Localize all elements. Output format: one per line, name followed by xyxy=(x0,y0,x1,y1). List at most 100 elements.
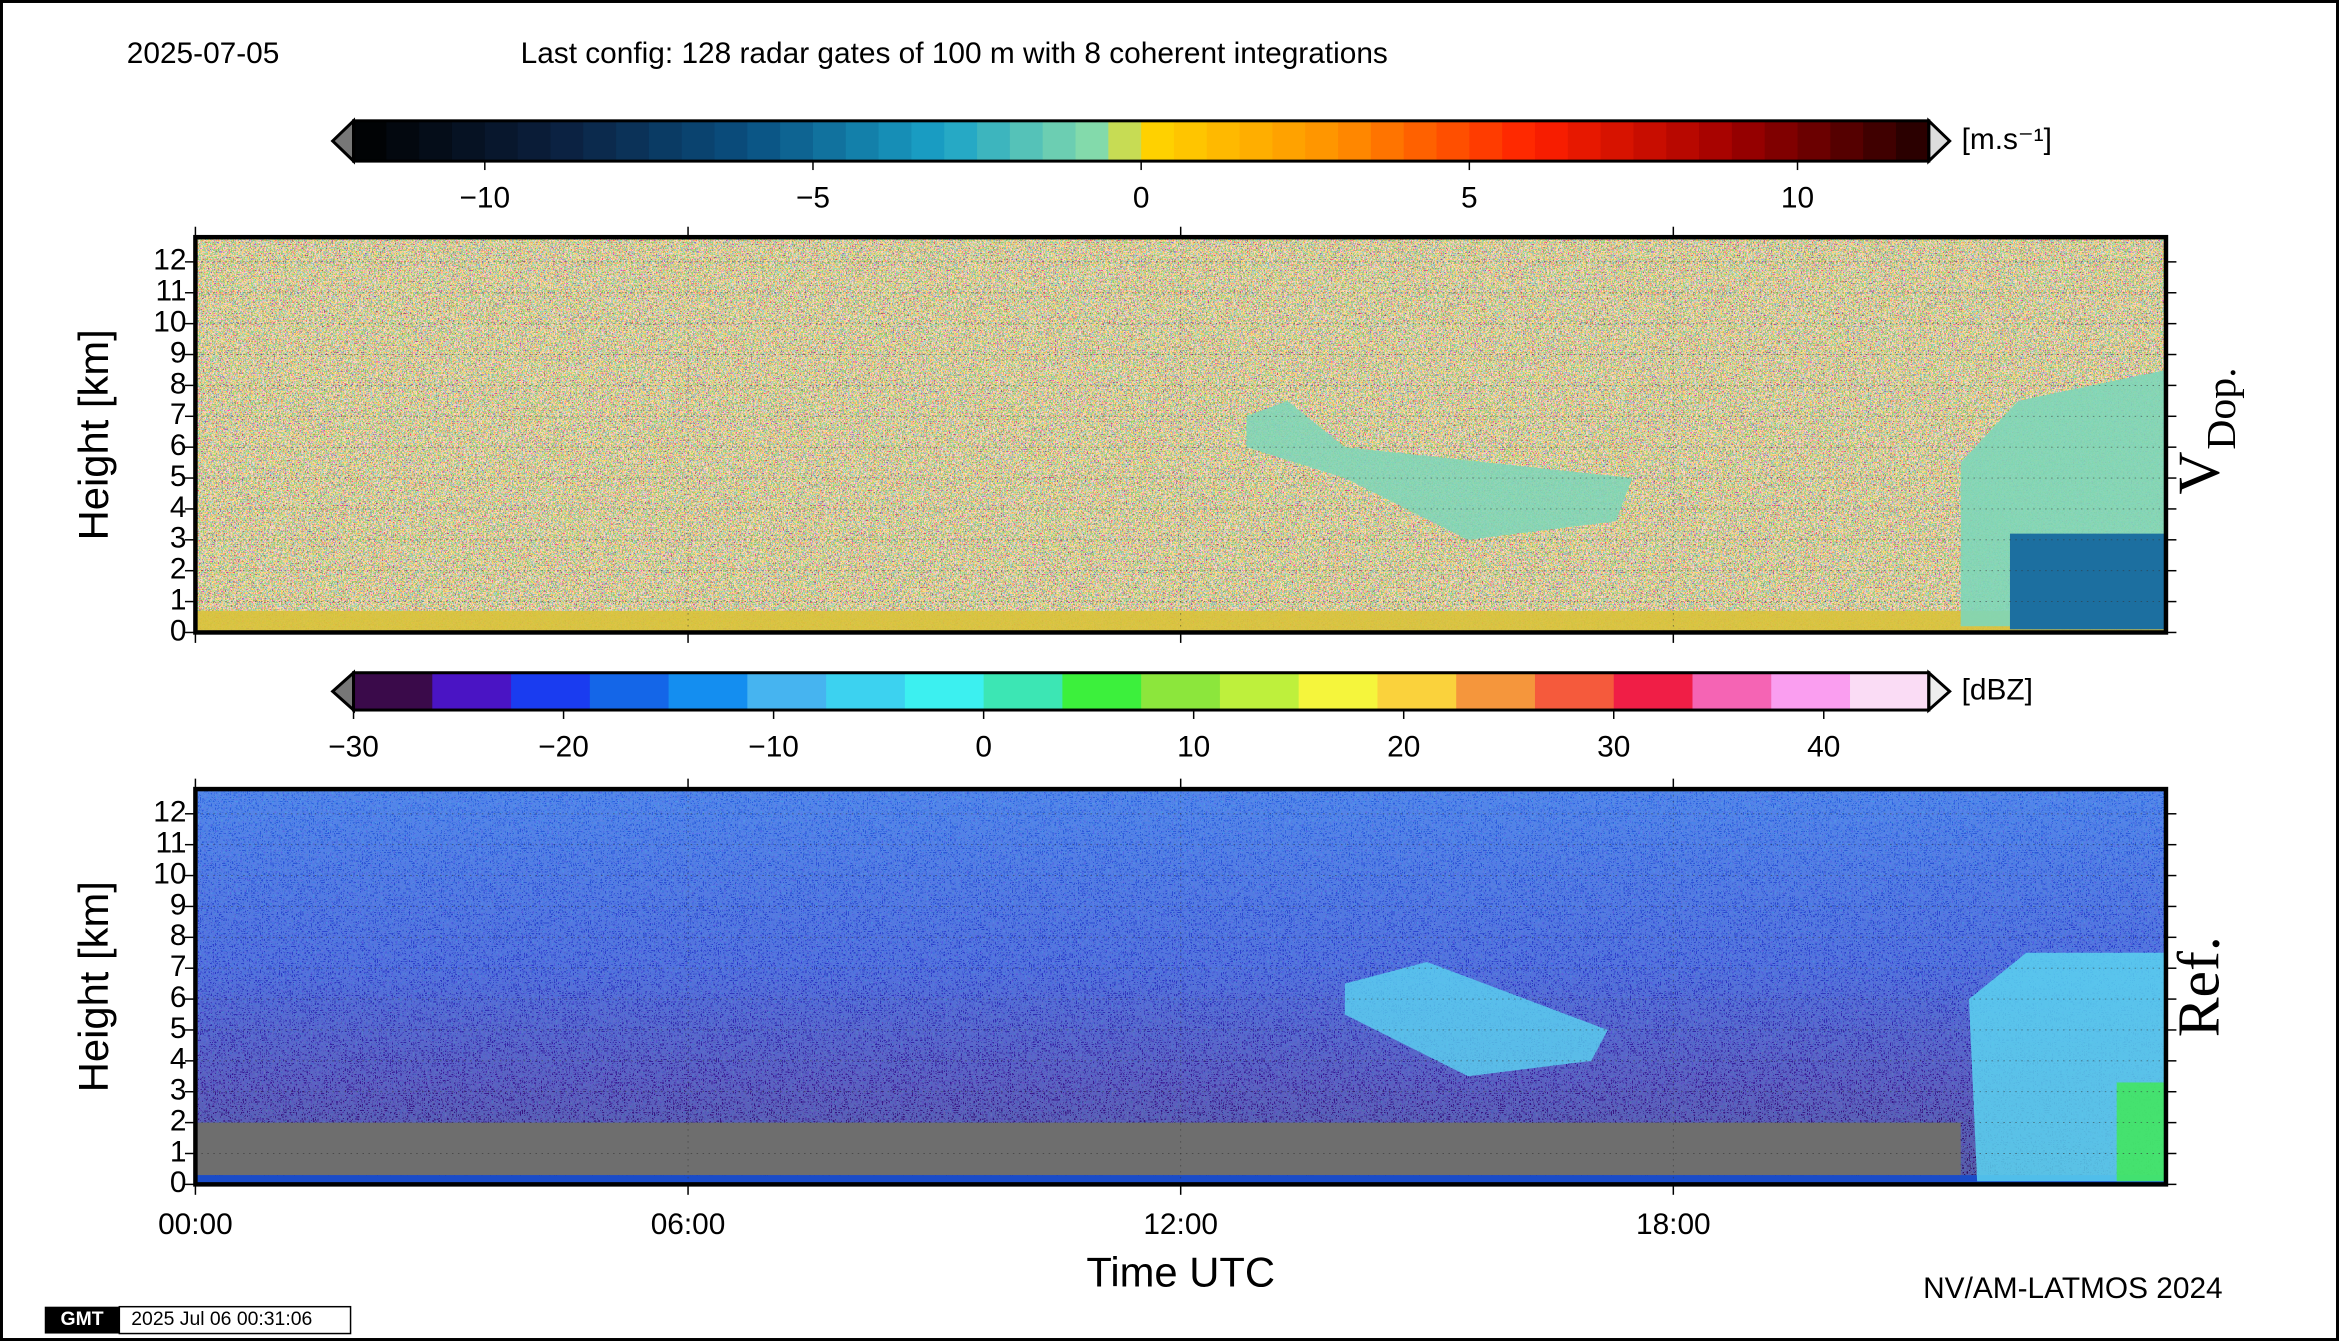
colorbar-cell xyxy=(1009,120,1044,162)
y-tick-label: 4 xyxy=(170,1043,187,1076)
colorbar-cell xyxy=(1502,120,1536,162)
y-tick-label: 1 xyxy=(170,1135,187,1168)
heatmap-surface xyxy=(195,1175,2166,1185)
colorbar-cell xyxy=(648,120,683,162)
colorbar-tick-label: 0 xyxy=(975,731,992,764)
y-tick-label: 11 xyxy=(155,275,186,308)
panel-label: V xyxy=(2165,451,2231,494)
colorbar-cell xyxy=(583,120,617,162)
credit: NV/AM-LATMOS 2024 xyxy=(1923,1272,2222,1305)
heatmap-lowlevel xyxy=(195,1122,1961,1176)
y-tick-label: 5 xyxy=(170,1012,187,1045)
y-tick-label: 11 xyxy=(155,827,186,860)
colorbar-cell xyxy=(432,672,512,711)
y-tick-label: 9 xyxy=(170,336,187,369)
colorbar-tick-label: −20 xyxy=(538,731,589,764)
colorbar-cell xyxy=(353,120,388,162)
y-tick-label: 2 xyxy=(170,553,187,586)
title: Last config: 128 radar gates of 100 m wi… xyxy=(521,37,1388,70)
colorbar-cell xyxy=(826,672,906,711)
colorbar-frame xyxy=(352,671,1931,712)
colorbar-cell xyxy=(944,120,978,162)
x-tick-label: 12:00 xyxy=(1143,1208,1218,1241)
colorbar-cell xyxy=(1173,120,1208,162)
colorbar-cell xyxy=(1771,672,1851,711)
y-tick-label: 4 xyxy=(170,491,187,524)
colorbar-cell xyxy=(1534,120,1569,162)
y-tick-label: 6 xyxy=(170,429,187,462)
timestamp-box xyxy=(118,1305,352,1335)
colorbar-cell xyxy=(1797,120,1832,162)
colorbar-cell xyxy=(511,672,591,711)
date: 2025-07-05 xyxy=(127,37,280,70)
colorbar-tick-label: 10 xyxy=(1781,182,1814,215)
colorbar-cell xyxy=(1219,672,1300,711)
colorbar-cell xyxy=(1863,120,1897,162)
y-tick-label: 12 xyxy=(153,244,186,277)
colorbar-unit: [dBZ] xyxy=(1962,673,2033,706)
y-tick-label: 0 xyxy=(170,1166,187,1199)
colorbar-end xyxy=(330,669,356,714)
colorbar-tick-label: 5 xyxy=(1461,182,1478,215)
colorbar-cell xyxy=(1206,120,1241,162)
colorbar-end xyxy=(1927,669,1952,714)
colorbar-cell xyxy=(1062,672,1142,711)
colorbar-cell xyxy=(1469,120,1503,162)
colorbar-cell xyxy=(1692,672,1773,711)
colorbar-end xyxy=(1927,117,1952,165)
colorbar-cell xyxy=(1436,120,1471,162)
heatmap-rain xyxy=(2116,1082,2166,1182)
x-tick-label: 06:00 xyxy=(651,1208,726,1241)
y-tick-label: 7 xyxy=(170,398,187,431)
colorbar-tick-label: 0 xyxy=(1133,182,1150,215)
colorbar-cell xyxy=(668,672,749,711)
colorbar-tick-label: −10 xyxy=(748,731,799,764)
colorbar-cell xyxy=(845,120,880,162)
colorbar-cell xyxy=(911,120,945,162)
colorbar-tick-label: −10 xyxy=(460,182,511,215)
colorbar-cell xyxy=(451,120,486,162)
plot-frame xyxy=(193,234,2169,635)
timestamp: 2025 Jul 06 00:31:06 xyxy=(131,1308,312,1330)
y-tick-label: 3 xyxy=(170,1074,187,1107)
colorbar-cell xyxy=(517,120,552,162)
colorbar-tick-label: −5 xyxy=(796,182,830,215)
plot-frame xyxy=(193,786,2169,1187)
colorbar-cell xyxy=(616,120,650,162)
y-axis-title: Height [km] xyxy=(70,881,117,1092)
colorbar-cell xyxy=(1699,120,1733,162)
panel-label: Ref. xyxy=(2165,936,2231,1037)
colorbar-cell xyxy=(904,672,985,711)
colorbar-cell xyxy=(1305,120,1339,162)
colorbar-cell xyxy=(1108,120,1142,162)
colorbar-cell xyxy=(1377,672,1457,711)
colorbar-cell xyxy=(1600,120,1635,162)
y-axis-title: Height [km] xyxy=(70,329,117,540)
colorbar-cell xyxy=(780,120,814,162)
colorbar-cell xyxy=(1633,120,1667,162)
y-tick-label: 10 xyxy=(153,306,186,339)
colorbar-cell xyxy=(1731,120,1766,162)
heatmap-cloud xyxy=(1344,962,1608,1077)
x-tick-label: 18:00 xyxy=(1636,1208,1711,1241)
colorbar-cell xyxy=(419,120,453,162)
colorbar-tick-label: 30 xyxy=(1597,731,1630,764)
colorbar-cell xyxy=(1239,120,1274,162)
colorbar-cell xyxy=(1338,120,1372,162)
colorbar-cell xyxy=(1850,672,1930,711)
colorbar-cell xyxy=(484,120,519,162)
heatmap-lowlevel xyxy=(195,610,2166,633)
colorbar-cell xyxy=(812,120,847,162)
colorbar-end xyxy=(330,117,356,165)
heatmap-rain xyxy=(2009,533,2166,630)
colorbar-cell xyxy=(1534,672,1615,711)
panel-label-sub: Dop. xyxy=(2199,367,2245,449)
y-tick-label: 7 xyxy=(170,950,187,983)
y-tick-label: 6 xyxy=(170,981,187,1014)
y-tick-label: 5 xyxy=(170,460,187,493)
colorbar-cell xyxy=(1298,672,1379,711)
colorbar-tick-label: 20 xyxy=(1387,731,1420,764)
